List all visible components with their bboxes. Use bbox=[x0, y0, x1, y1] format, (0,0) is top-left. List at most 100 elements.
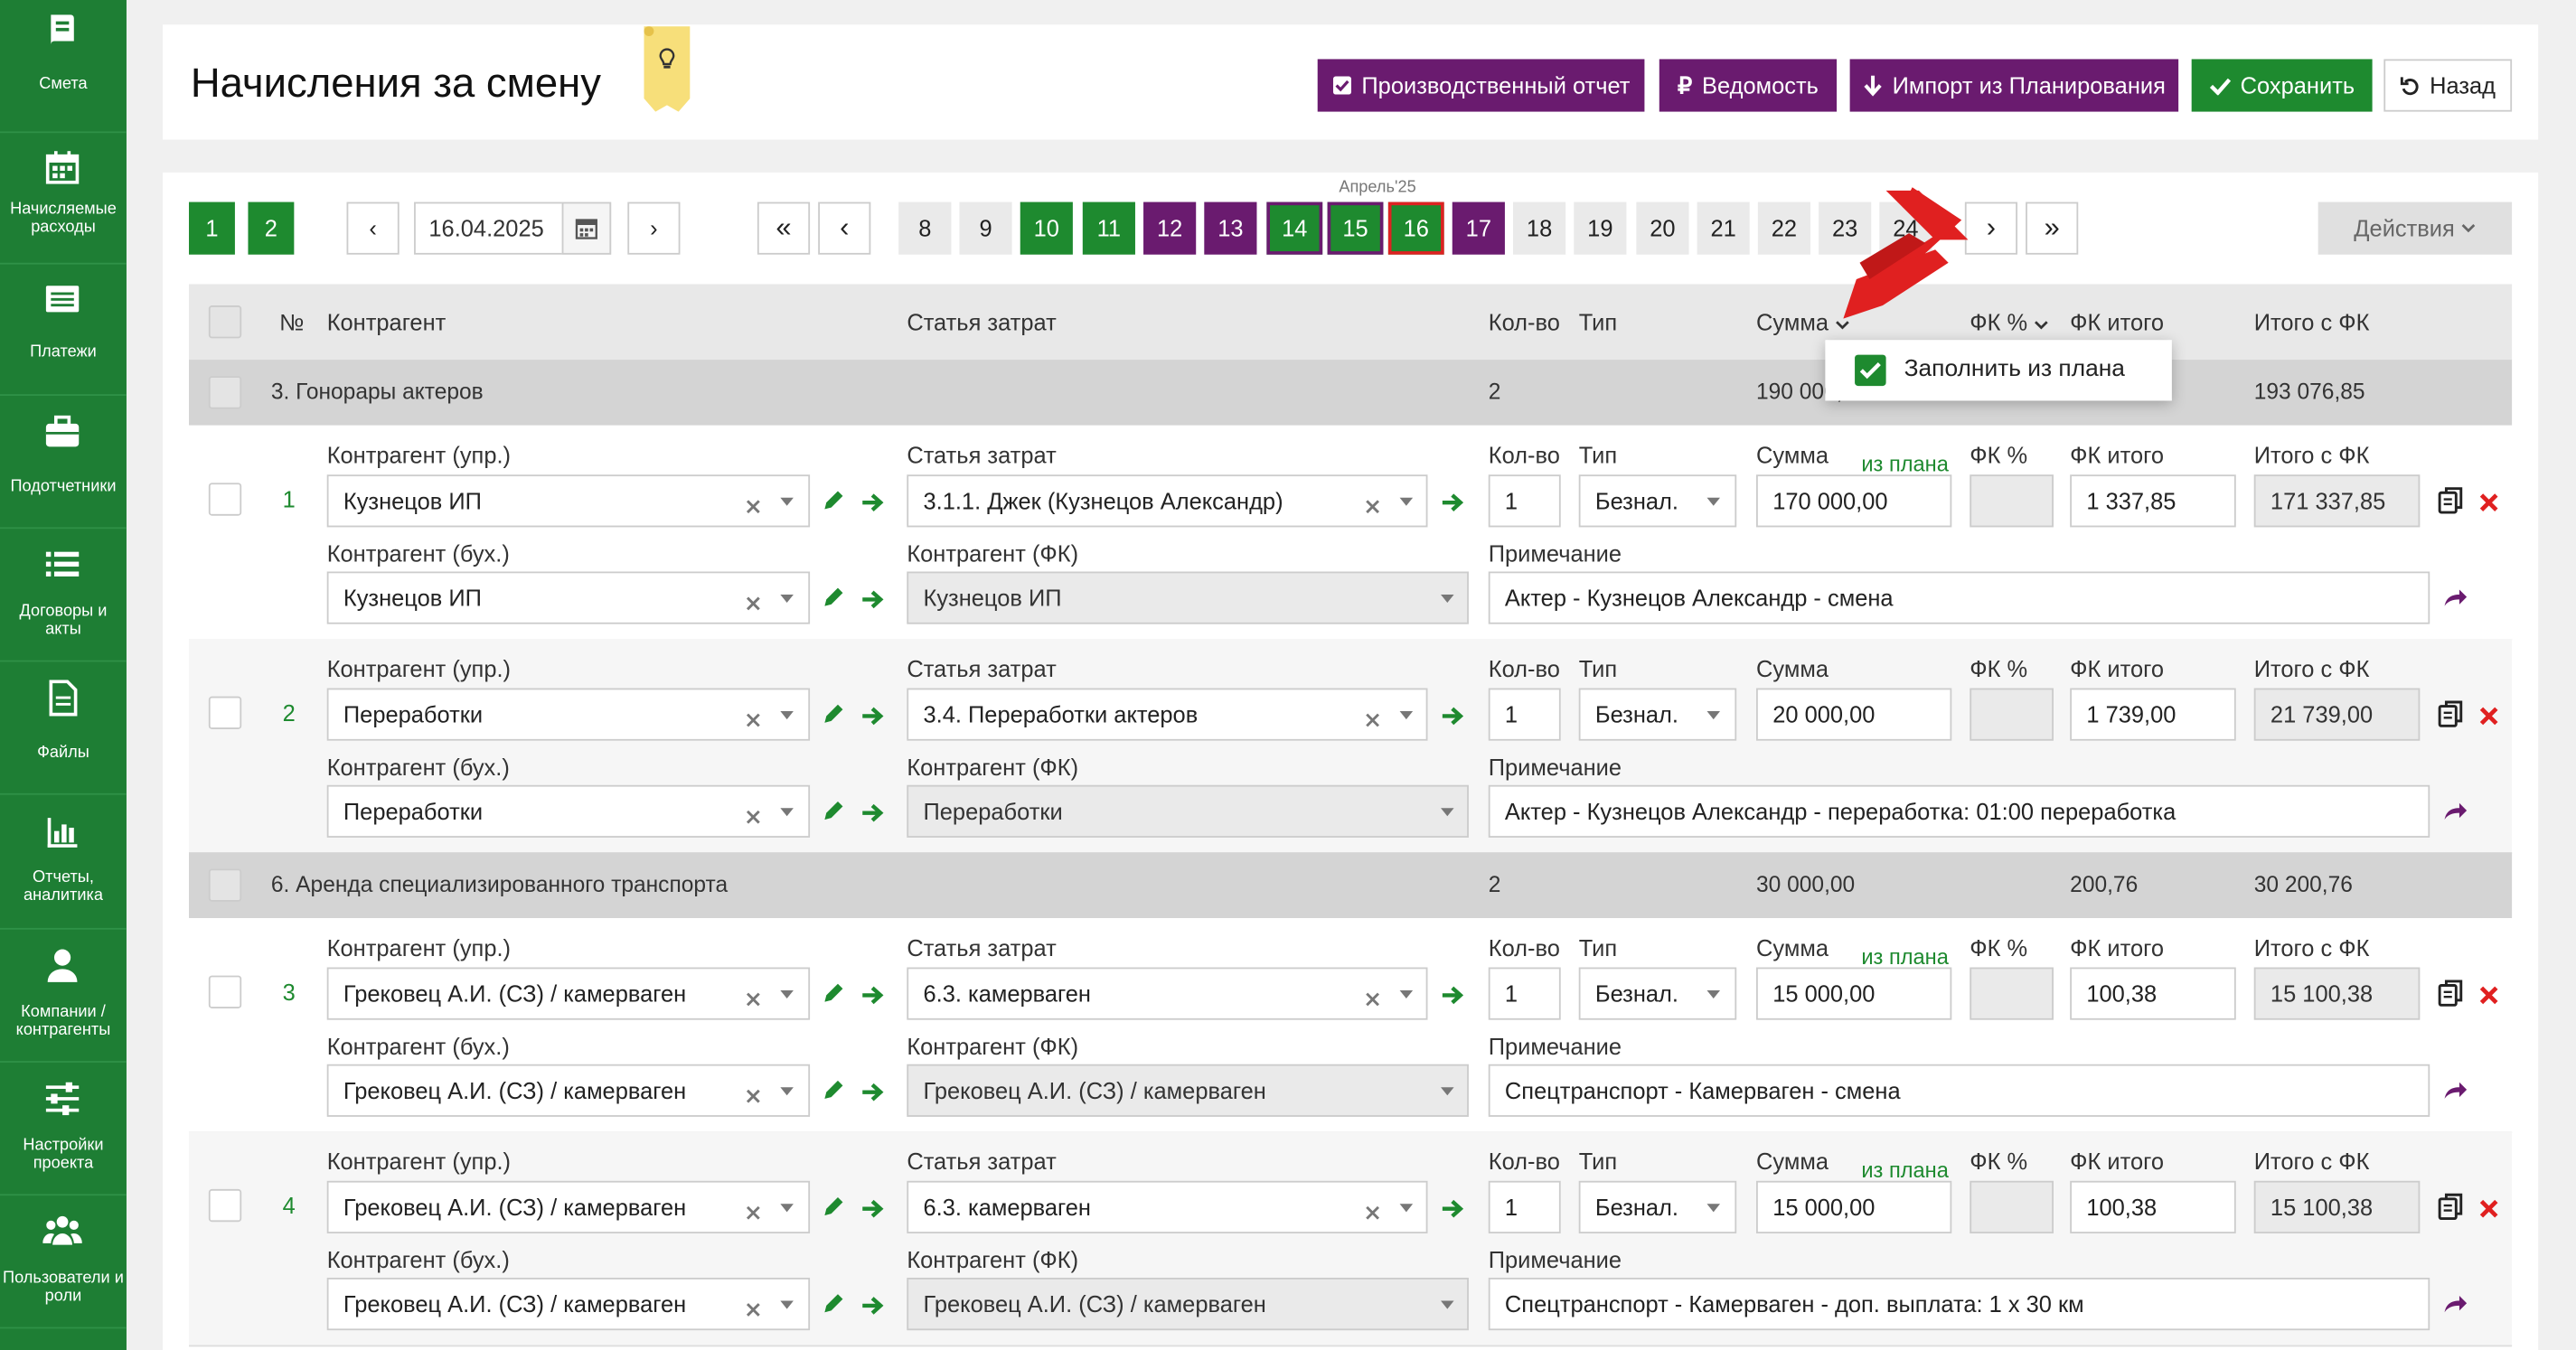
sum-input[interactable]: 170 000,00 bbox=[1756, 474, 1952, 528]
share-arrow-icon[interactable] bbox=[2443, 1292, 2468, 1322]
production-report-button[interactable]: Производственный отчет bbox=[1317, 59, 1645, 112]
clear-icon[interactable] bbox=[746, 1199, 760, 1229]
day-10[interactable]: 10 bbox=[1020, 202, 1073, 255]
arrow-right-icon[interactable] bbox=[1441, 1197, 1464, 1227]
contractor-acc-select[interactable]: Переработки bbox=[326, 784, 811, 838]
caret-down-icon[interactable] bbox=[780, 710, 794, 720]
pencil-icon[interactable] bbox=[822, 982, 844, 1014]
day-18[interactable]: 18 bbox=[1513, 202, 1566, 255]
fk-total-input[interactable]: 1 739,00 bbox=[2070, 688, 2236, 741]
caret-down-icon[interactable] bbox=[1441, 1300, 1454, 1309]
day-23[interactable]: 23 bbox=[1819, 202, 1872, 255]
day-11[interactable]: 11 bbox=[1082, 202, 1135, 255]
type-select[interactable]: Безнал. bbox=[1578, 1180, 1737, 1233]
caret-down-icon[interactable] bbox=[1399, 1204, 1414, 1213]
caret-down-icon[interactable] bbox=[780, 808, 794, 817]
contractor-acc-select[interactable]: Грековец А.И. (СЗ) / камерваген bbox=[326, 1064, 811, 1117]
qty-input[interactable]: 1 bbox=[1488, 1180, 1561, 1233]
arrow-right-icon[interactable] bbox=[1441, 705, 1464, 735]
arrow-right-icon[interactable] bbox=[860, 1081, 884, 1111]
contractor-acc-select[interactable]: Кузнецов ИП bbox=[326, 571, 811, 624]
contractor-mgmt-select[interactable]: Кузнецов ИП bbox=[326, 474, 811, 528]
caret-down-icon[interactable] bbox=[1441, 1087, 1454, 1096]
caret-down-icon[interactable] bbox=[1441, 808, 1454, 817]
caret-down-icon[interactable] bbox=[1706, 497, 1721, 506]
day-16-selected[interactable]: 16 bbox=[1387, 202, 1444, 255]
page-1-button[interactable]: 1 bbox=[189, 202, 235, 255]
qty-input[interactable]: 1 bbox=[1488, 967, 1561, 1020]
day-8[interactable]: 8 bbox=[898, 202, 952, 255]
fk-total-input[interactable]: 100,38 bbox=[2070, 1180, 2236, 1233]
pencil-icon[interactable] bbox=[822, 1079, 844, 1111]
caret-down-icon[interactable] bbox=[1399, 497, 1414, 506]
prev-date-button[interactable]: ‹ bbox=[346, 202, 400, 255]
col-sum-dropdown[interactable]: Сумма bbox=[1756, 309, 1849, 335]
contractor-mgmt-select[interactable]: Грековец А.И. (СЗ) / камерваген bbox=[326, 967, 811, 1020]
fk-total-input[interactable]: 1 337,85 bbox=[2070, 474, 2236, 528]
contractor-acc-select[interactable]: Грековец А.И. (СЗ) / камерваген bbox=[326, 1278, 811, 1331]
day-21[interactable]: 21 bbox=[1697, 202, 1750, 255]
arrow-right-icon[interactable] bbox=[860, 1294, 884, 1324]
sidebar-item-users[interactable]: Пользователи и роли bbox=[0, 1195, 127, 1329]
type-select[interactable]: Безнал. bbox=[1578, 688, 1737, 741]
share-arrow-icon[interactable] bbox=[2443, 1079, 2468, 1109]
note-input[interactable]: Спецтранспорт - Камерваген - доп. выплат… bbox=[1488, 1278, 2430, 1331]
type-select[interactable]: Безнал. bbox=[1578, 967, 1737, 1020]
fk-pct-input[interactable] bbox=[1970, 967, 2054, 1020]
note-input[interactable]: Актер - Кузнецов Александр - смена bbox=[1488, 571, 2430, 624]
statement-button[interactable]: ₽ Ведомость bbox=[1659, 59, 1838, 112]
from-plan-link[interactable]: из плана bbox=[1861, 944, 1949, 970]
clear-icon[interactable] bbox=[746, 986, 760, 1016]
day-22[interactable]: 22 bbox=[1757, 202, 1810, 255]
share-arrow-icon[interactable] bbox=[2443, 586, 2468, 616]
date-input[interactable]: 16.04.2025 bbox=[414, 202, 612, 255]
copy-row-icon[interactable] bbox=[2438, 1193, 2464, 1231]
calendar-button[interactable] bbox=[561, 202, 612, 255]
note-input[interactable]: Спецтранспорт - Камерваген - смена bbox=[1488, 1064, 2430, 1117]
day-20[interactable]: 20 bbox=[1636, 202, 1689, 255]
day-15[interactable]: 15 bbox=[1327, 202, 1384, 255]
arrow-right-icon[interactable] bbox=[1441, 984, 1464, 1014]
clear-icon[interactable] bbox=[1365, 986, 1379, 1016]
qty-input[interactable]: 1 bbox=[1488, 474, 1561, 528]
sum-input[interactable]: 20 000,00 bbox=[1756, 688, 1952, 741]
sidebar-item-accrued-expenses[interactable]: Начисляемые расходы bbox=[0, 131, 127, 265]
pencil-icon[interactable] bbox=[822, 490, 844, 521]
row-checkbox[interactable] bbox=[208, 483, 242, 516]
day-12[interactable]: 12 bbox=[1143, 202, 1197, 255]
next-page-button[interactable]: › bbox=[1964, 202, 2018, 255]
clear-icon[interactable] bbox=[746, 492, 760, 522]
day-13[interactable]: 13 bbox=[1204, 202, 1257, 255]
group-checkbox[interactable] bbox=[208, 376, 242, 409]
prev-page-button[interactable]: ‹ bbox=[818, 202, 871, 255]
copy-row-icon[interactable] bbox=[2438, 486, 2464, 524]
day-9[interactable]: 9 bbox=[959, 202, 1012, 255]
next-date-button[interactable]: › bbox=[627, 202, 681, 255]
caret-down-icon[interactable] bbox=[780, 1204, 794, 1213]
sidebar-item-project-settings[interactable]: Настройки проекта bbox=[0, 1063, 127, 1196]
clear-icon[interactable] bbox=[1365, 1199, 1379, 1229]
select-all-checkbox[interactable] bbox=[208, 305, 242, 339]
pencil-icon[interactable] bbox=[822, 800, 844, 831]
note-input[interactable]: Актер - Кузнецов Александр - переработка… bbox=[1488, 784, 2430, 838]
contractor-mgmt-select[interactable]: Переработки bbox=[326, 688, 811, 741]
fill-from-plan-checkbox[interactable] bbox=[1855, 354, 1886, 387]
caret-down-icon[interactable] bbox=[1706, 710, 1721, 720]
arrow-right-icon[interactable] bbox=[860, 705, 884, 735]
day-14[interactable]: 14 bbox=[1266, 202, 1323, 255]
fk-pct-input[interactable] bbox=[1970, 688, 2054, 741]
save-button[interactable]: Сохранить bbox=[2191, 59, 2373, 112]
clear-icon[interactable] bbox=[1365, 707, 1379, 736]
qty-input[interactable]: 1 bbox=[1488, 688, 1561, 741]
caret-down-icon[interactable] bbox=[780, 989, 794, 999]
contractor-fk-select[interactable]: Грековец А.И. (СЗ) / камерваген bbox=[907, 1278, 1469, 1331]
contractor-fk-select[interactable]: Переработки bbox=[907, 784, 1469, 838]
pencil-icon[interactable] bbox=[822, 1195, 844, 1227]
cost-item-select[interactable]: 3.1.1. Джек (Кузнецов Александр) bbox=[907, 474, 1428, 528]
row-checkbox[interactable] bbox=[208, 975, 242, 1008]
clear-icon[interactable] bbox=[1365, 492, 1379, 522]
caret-down-icon[interactable] bbox=[780, 1300, 794, 1309]
fill-from-plan-option[interactable]: Заполнить из плана bbox=[1904, 356, 2125, 383]
sidebar-item-contracts[interactable]: Договоры и акты bbox=[0, 529, 127, 662]
share-arrow-icon[interactable] bbox=[2443, 800, 2468, 830]
